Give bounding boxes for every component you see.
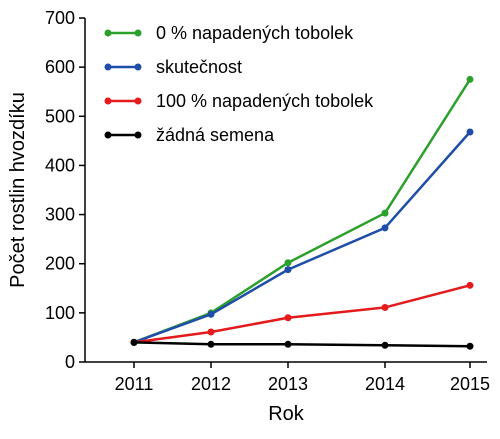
legend-item: skutečnost [104,57,242,77]
legend-swatch-dot [104,97,112,105]
legend-swatch-dot [104,63,112,71]
legend-label: 0 % napadených tobolek [156,23,354,43]
data-point [284,266,292,274]
data-point [381,341,389,349]
legend-label: 100 % napadených tobolek [156,91,374,111]
series-2 [130,281,474,346]
y-tick-label: 700 [45,8,75,28]
x-tick-label: 2011 [115,374,154,394]
y-tick-label: 400 [45,155,75,175]
y-tick-label: 100 [45,303,75,323]
series-1 [130,128,474,346]
data-point [284,314,292,322]
legend-item: 100 % napadených tobolek [104,91,374,111]
series-line [133,284,471,344]
axes [84,18,487,363]
legend-swatch-dot [134,131,142,139]
legend-swatch-dot [134,97,142,105]
series-line [133,341,471,348]
data-point [207,328,215,336]
data-point [466,128,474,136]
series-layer [130,75,474,350]
legend-item: žádná semena [104,125,275,145]
y-axis-title: Počet rostlin hvozdíku [7,92,29,288]
legend: 0 % napadených tobolek skutečnost 100 % na… [104,23,374,145]
y-tick-label: 500 [45,106,75,126]
legend-label: žádná semena [156,125,275,145]
data-point [130,338,138,346]
legend-swatch-dot [134,29,142,37]
data-point [381,224,389,232]
series-0 [130,75,474,346]
x-ticks: 2011 2012 2013 2014 2015 [115,362,490,394]
data-point [284,340,292,348]
series-3 [130,338,474,350]
legend-swatch-dot [134,63,142,71]
y-tick-label: 600 [45,57,75,77]
data-point [207,340,215,348]
data-point [381,303,389,311]
data-point [466,281,474,289]
legend-swatch-dot [104,131,112,139]
series-line [133,131,471,344]
x-tick-label: 2013 [268,374,308,394]
x-tick-label: 2015 [450,374,490,394]
data-point [207,310,215,318]
data-point [466,342,474,350]
y-tick-label: 200 [45,254,75,274]
data-point [466,75,474,83]
data-point [381,209,389,217]
x-tick-label: 2012 [191,374,231,394]
legend-swatch-dot [104,29,112,37]
data-point [284,259,292,267]
series-line [133,78,472,344]
x-axis-title: Rok [268,403,305,425]
y-ticks: 0 100 200 300 400 500 600 700 [45,8,85,372]
legend-label: skutečnost [156,57,242,77]
x-tick-label: 2014 [365,374,405,394]
legend-item: 0 % napadených tobolek [104,23,354,43]
y-tick-label: 300 [45,205,75,225]
y-tick-label: 0 [65,352,75,372]
